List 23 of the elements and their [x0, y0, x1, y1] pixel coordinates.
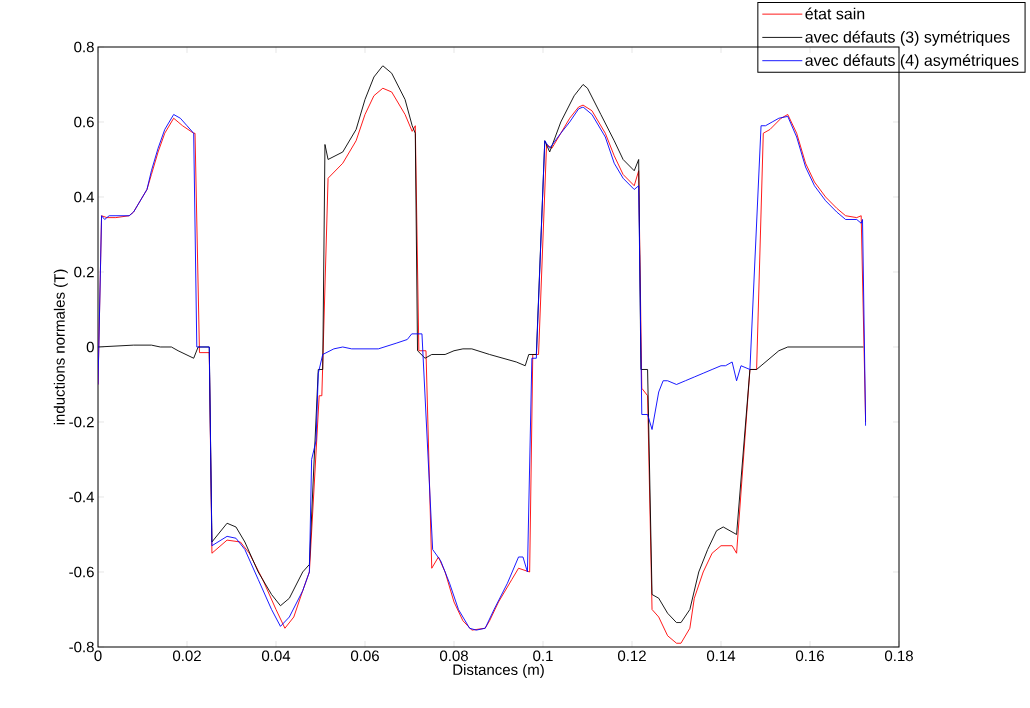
y-tick-label: -0.2	[69, 416, 94, 428]
y-tick-label: -0.6	[69, 566, 94, 578]
x-axis-title: Distances (m)	[453, 664, 544, 678]
y-tick-label: -0.4	[69, 491, 95, 503]
x-tick-label: 0.16	[795, 650, 824, 662]
y-tick-label: 0	[86, 341, 94, 353]
legend-label: état sain	[805, 7, 865, 20]
y-tick-label: 0.8	[74, 41, 94, 53]
y-tick-label: 0.2	[74, 266, 94, 278]
x-tick-label: 0.14	[706, 650, 736, 662]
x-tick-label: 0.1	[533, 650, 553, 662]
y-tick-label: 0.4	[74, 191, 95, 203]
legend-label: avec défauts (3) symétriques	[805, 30, 1010, 46]
x-tick-label: 0.12	[617, 650, 646, 662]
y-tick-label: 0.6	[74, 116, 94, 128]
legend-label: avec défauts (4) asymétriques	[805, 54, 1019, 70]
y-axis-title: inductions normales (T)	[53, 269, 68, 425]
x-tick-label: 0.02	[172, 650, 201, 662]
x-tick-label: 0.08	[439, 650, 468, 662]
x-tick-label: 0.18	[884, 650, 913, 662]
x-tick-label: 0.04	[261, 650, 291, 662]
y-tick-label: -0.8	[69, 641, 94, 653]
x-tick-label: 0.06	[350, 650, 379, 662]
